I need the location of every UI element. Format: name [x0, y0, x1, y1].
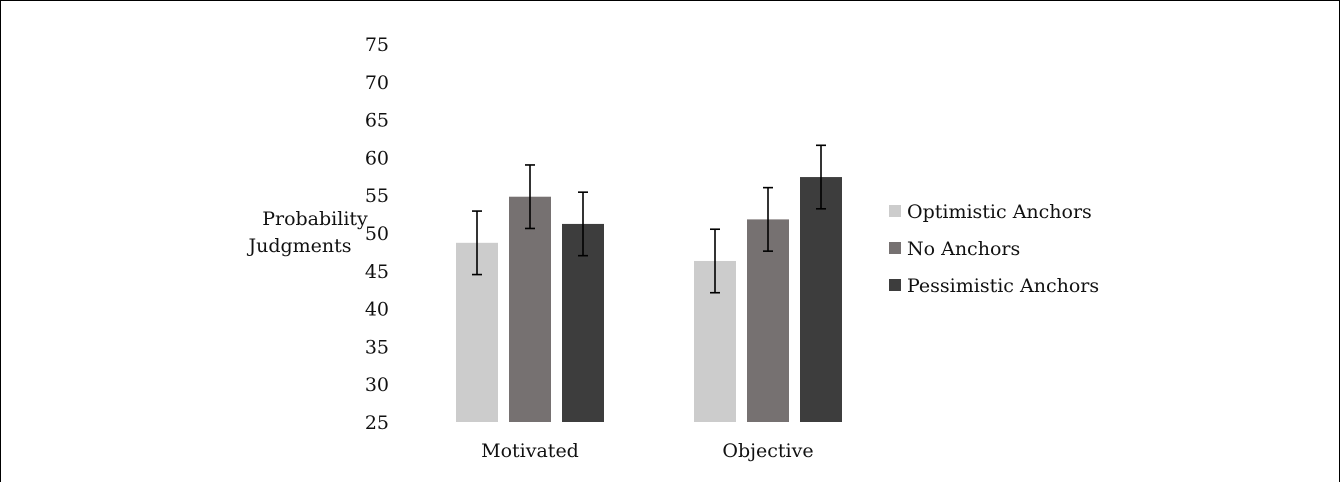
x-axis-categories: Motivated Objective: [481, 440, 813, 462]
y-axis-label: Probability Judgments: [246, 208, 368, 257]
y-tick-label: 50: [365, 223, 389, 245]
bar-no-anchors-motivated: [509, 196, 551, 422]
bar-no-anchors-objective: [747, 219, 789, 422]
x-category-label: Motivated: [481, 440, 579, 462]
error-bar-pessimistic-anchors-motivated: [578, 191, 588, 257]
legend-swatch: [889, 242, 901, 254]
y-tick-label: 70: [365, 72, 389, 94]
error-bar-pessimistic-anchors-objective: [816, 144, 826, 210]
y-tick-label: 35: [365, 336, 389, 358]
y-tick-label: 45: [365, 261, 389, 283]
error-bar-optimistic-anchors-motivated: [472, 210, 482, 276]
legend-label: Pessimistic Anchors: [907, 275, 1099, 297]
y-axis-label-line-2: Judgments: [246, 235, 351, 257]
y-tick-label: 60: [365, 147, 389, 169]
legend-item: Optimistic Anchors: [889, 201, 1092, 223]
y-tick-label: 75: [365, 34, 389, 56]
y-axis-ticks: 75 70 65 60 55 50 45 40 35 30 25: [365, 34, 389, 434]
y-tick-label: 40: [365, 299, 389, 321]
legend-swatch: [889, 279, 901, 291]
bar-pessimistic-anchors-objective: [800, 177, 842, 422]
bars: [456, 177, 842, 422]
y-tick-label: 30: [365, 374, 389, 396]
legend-item: No Anchors: [889, 238, 1020, 260]
legend-label: Optimistic Anchors: [907, 201, 1092, 223]
legend-label: No Anchors: [907, 238, 1020, 260]
y-tick-label: 55: [365, 185, 389, 207]
error-bars: [472, 144, 826, 294]
error-bar-optimistic-anchors-objective: [710, 228, 720, 294]
y-tick-label: 65: [365, 110, 389, 132]
legend: Optimistic Anchors No Anchors Pessimistic …: [889, 201, 1099, 297]
legend-item: Pessimistic Anchors: [889, 275, 1099, 297]
error-bar-no-anchors-motivated: [525, 164, 535, 230]
y-tick-label: 25: [365, 412, 389, 434]
legend-swatch: [889, 205, 901, 217]
y-axis-label-line-1: Probability: [262, 208, 368, 230]
error-bar-no-anchors-objective: [763, 186, 773, 252]
x-category-label: Objective: [722, 440, 813, 462]
bar-pessimistic-anchors-motivated: [562, 223, 604, 422]
